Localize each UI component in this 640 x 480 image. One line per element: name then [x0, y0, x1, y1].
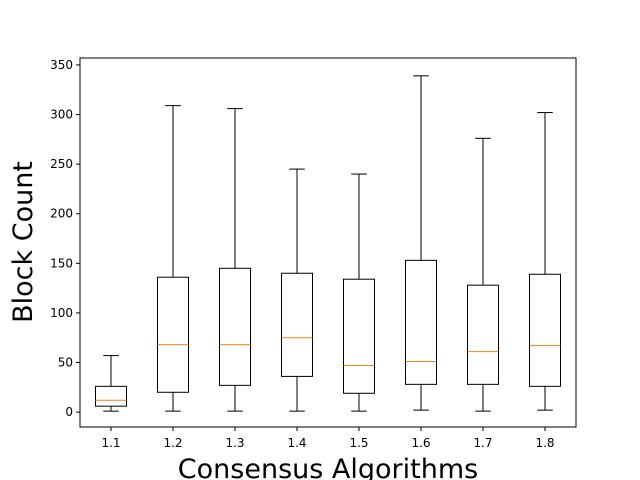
- y-axis-title: Block Count: [8, 161, 39, 323]
- box-iqr: [529, 273, 561, 387]
- y-tick-label: 300: [50, 108, 73, 122]
- y-axis-ticks: 0 50 100 150 200 250 300 350: [50, 58, 80, 419]
- y-tick-label: 0: [65, 405, 73, 419]
- x-tick-label: 1.4: [287, 436, 306, 450]
- box-iqr: [343, 278, 375, 394]
- x-tick-label: 1.8: [535, 436, 554, 450]
- box-iqr: [467, 284, 499, 385]
- box-group-1.2: [157, 105, 189, 412]
- y-tick-label: 250: [50, 157, 73, 171]
- x-tick-label: 1.1: [101, 436, 120, 450]
- x-tick-label: 1.5: [349, 436, 368, 450]
- y-tick-label: 200: [50, 207, 73, 221]
- box-group-1.8: [529, 112, 561, 411]
- box-group-1.6: [405, 75, 437, 411]
- x-tick-label: 1.2: [163, 436, 182, 450]
- box-group-1.4: [281, 168, 313, 412]
- box-group-1.1: [95, 355, 127, 412]
- x-axis-ticks: 1.1 1.2 1.3 1.4 1.5 1.6 1.7 1.8: [101, 427, 555, 450]
- y-tick-label: 350: [50, 58, 73, 72]
- box-iqr: [157, 276, 189, 393]
- x-tick-label: 1.6: [411, 436, 430, 450]
- box-iqr: [281, 272, 313, 377]
- plot-frame: [79, 57, 577, 428]
- x-tick-label: 1.3: [225, 436, 244, 450]
- box-group-1.3: [219, 108, 251, 412]
- box-iqr: [219, 267, 251, 386]
- box-iqr: [405, 259, 437, 385]
- box-iqr: [95, 385, 127, 407]
- x-axis-title: Consensus Algorithms: [178, 454, 478, 480]
- y-tick-label: 50: [58, 356, 73, 370]
- box-group-1.7: [467, 137, 499, 412]
- y-tick-label: 150: [50, 256, 73, 270]
- x-tick-label: 1.7: [473, 436, 492, 450]
- box-marks: [95, 75, 561, 412]
- plot-background: [80, 58, 576, 427]
- box-group-1.5: [343, 173, 375, 412]
- y-tick-label: 100: [50, 306, 73, 320]
